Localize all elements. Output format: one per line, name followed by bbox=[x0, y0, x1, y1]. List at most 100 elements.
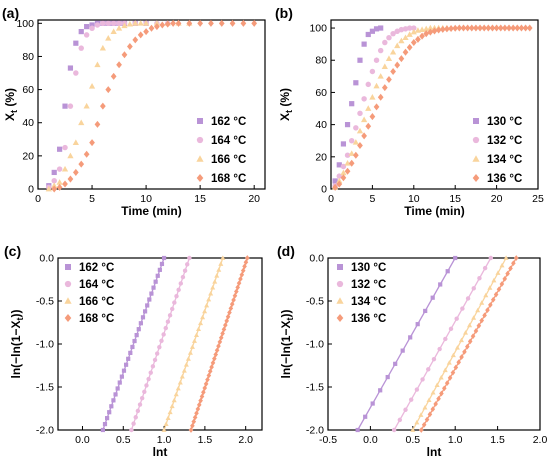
data-point bbox=[161, 255, 167, 261]
x-axis-title: lnt bbox=[153, 445, 168, 459]
data-point bbox=[229, 19, 236, 27]
data-point bbox=[356, 127, 364, 134]
data-point bbox=[191, 338, 197, 343]
data-point bbox=[173, 391, 179, 397]
data-point bbox=[109, 404, 114, 409]
data-point bbox=[415, 35, 421, 43]
data-point bbox=[369, 68, 376, 75]
data-point bbox=[382, 39, 388, 46]
data-point bbox=[56, 179, 63, 185]
data-point bbox=[357, 142, 363, 150]
data-point bbox=[467, 322, 473, 328]
legend-label: 132 °C bbox=[487, 135, 522, 147]
x-tick-label: 10 bbox=[140, 193, 152, 205]
data-point bbox=[201, 389, 206, 396]
data-point bbox=[207, 368, 213, 375]
x-tick-label: 20 bbox=[491, 193, 503, 205]
data-point bbox=[83, 32, 90, 38]
data-point bbox=[198, 320, 204, 326]
data-point bbox=[377, 47, 384, 54]
data-point bbox=[430, 389, 436, 395]
data-point bbox=[227, 309, 232, 316]
data-point bbox=[499, 281, 505, 287]
data-point bbox=[137, 31, 144, 39]
x-axis-title: Time (min) bbox=[121, 204, 181, 218]
x-axis-title: Time (min) bbox=[404, 204, 464, 218]
y-tick-label: -1.5 bbox=[36, 382, 54, 394]
x-tick-label: 0.0 bbox=[75, 434, 90, 446]
x-tick-label: -0.5 bbox=[319, 434, 337, 446]
data-point bbox=[378, 388, 383, 393]
x-tick-label: 10 bbox=[408, 193, 420, 205]
panel-a-label: (a) bbox=[2, 5, 19, 21]
data-point bbox=[214, 273, 220, 278]
panel-d-label: (d) bbox=[277, 243, 295, 259]
data-point bbox=[443, 336, 448, 342]
legend: 162 °C 164 °C 166 °C 168 °C bbox=[196, 116, 246, 185]
legend: 130 °C 132 °C 134 °C 136 °C bbox=[472, 116, 522, 185]
data-point bbox=[369, 28, 375, 34]
data-point bbox=[216, 343, 221, 349]
data-point bbox=[493, 291, 499, 298]
data-point bbox=[198, 397, 203, 404]
data-point bbox=[369, 94, 376, 100]
data-point bbox=[344, 167, 351, 175]
data-point bbox=[394, 28, 400, 34]
data-point bbox=[153, 20, 161, 26]
panel-c: (c) 0.0 0.5 1.0 1.5 2.0 0.0 -0.5 -1.0 -1.5 -2.0 ln… bbox=[4, 243, 263, 459]
data-point bbox=[73, 40, 79, 46]
series-1 bbox=[355, 255, 458, 433]
data-point bbox=[228, 305, 234, 312]
data-point bbox=[456, 359, 462, 366]
data-point bbox=[110, 20, 117, 27]
fit-line bbox=[412, 257, 507, 431]
x-tick-label: 1.5 bbox=[198, 434, 213, 446]
data-point bbox=[353, 125, 359, 131]
data-point bbox=[61, 165, 69, 172]
data-point bbox=[357, 57, 363, 63]
data-point bbox=[56, 183, 63, 191]
data-point bbox=[361, 41, 367, 47]
fit-line bbox=[357, 257, 456, 431]
data-point bbox=[170, 306, 175, 312]
y-tick-label: 80 bbox=[22, 51, 34, 63]
x-tick-label: 1.0 bbox=[157, 434, 172, 446]
data-point bbox=[436, 395, 441, 402]
data-point bbox=[357, 110, 363, 117]
data-point bbox=[62, 144, 68, 151]
data-point bbox=[361, 116, 368, 123]
data-point bbox=[348, 150, 355, 156]
data-point bbox=[159, 338, 164, 344]
data-point bbox=[390, 67, 396, 76]
data-point bbox=[514, 24, 521, 32]
data-point bbox=[482, 265, 488, 271]
data-point bbox=[172, 300, 177, 305]
data-point bbox=[107, 410, 112, 415]
data-point bbox=[410, 427, 416, 432]
data-point bbox=[468, 24, 475, 32]
data-point bbox=[336, 177, 343, 184]
legend-label: 130 °C bbox=[487, 116, 522, 128]
y-tick-label: 80 bbox=[315, 55, 327, 67]
data-point bbox=[214, 347, 220, 354]
data-point bbox=[99, 44, 106, 51]
data-point bbox=[446, 360, 452, 365]
data-point bbox=[482, 312, 487, 319]
data-point bbox=[336, 162, 342, 168]
data-point bbox=[175, 19, 182, 27]
series-4 bbox=[188, 255, 250, 433]
data-point bbox=[171, 397, 177, 403]
data-point bbox=[365, 81, 371, 88]
data-point bbox=[78, 45, 84, 51]
fit-line bbox=[420, 257, 517, 431]
data-point bbox=[146, 376, 151, 382]
data-point bbox=[136, 327, 141, 332]
data-point bbox=[84, 24, 90, 30]
x-tick-label: 0 bbox=[328, 193, 334, 205]
y-tick-label: 40 bbox=[315, 119, 327, 131]
data-point bbox=[361, 96, 367, 102]
data-point bbox=[490, 296, 496, 303]
data-point bbox=[465, 343, 470, 350]
series-4 bbox=[332, 24, 533, 191]
legend: 162 °C 164 °C 166 °C 168 °C bbox=[64, 262, 114, 325]
